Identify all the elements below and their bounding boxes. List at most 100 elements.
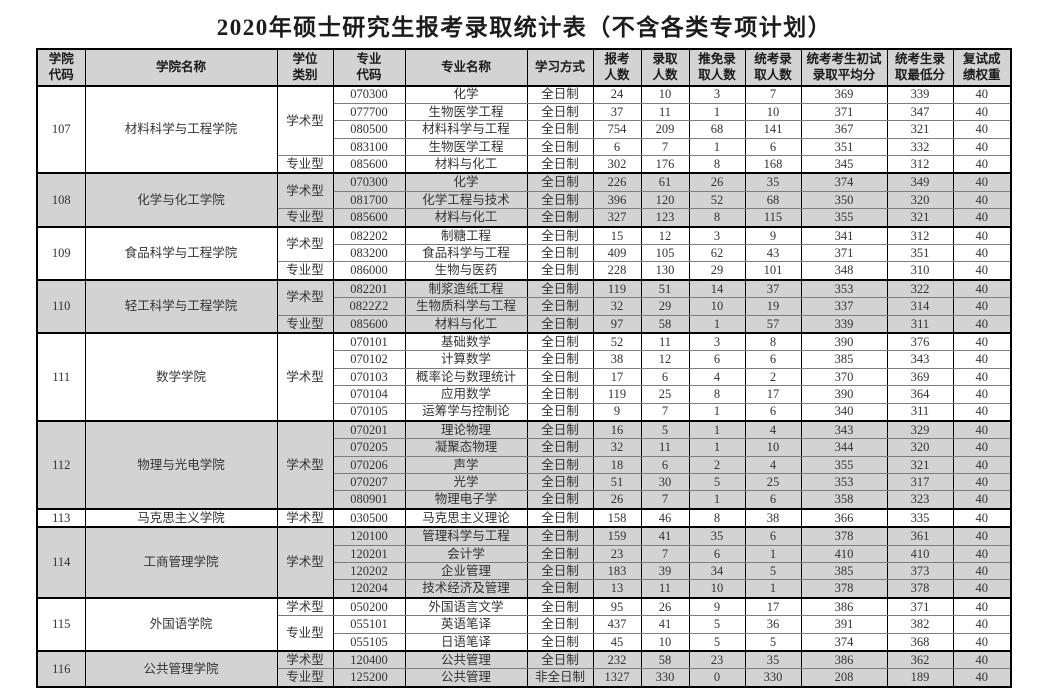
exempt-count: 4 (688, 367, 746, 387)
study-mode: 全日制 (526, 225, 594, 246)
avg-score: 353 (800, 278, 888, 299)
major-code: 082202 (332, 225, 406, 246)
applied-count: 159 (592, 526, 642, 546)
major-code: 080901 (332, 490, 406, 510)
major-name: 外国语言文学 (404, 596, 528, 617)
exempt-count: 62 (688, 244, 746, 263)
major-name: 化学 (404, 172, 528, 192)
exempt-count: 34 (688, 562, 746, 581)
admitted-count: 12 (640, 225, 690, 246)
major-code: 070207 (332, 473, 406, 492)
applied-count: 24 (592, 84, 642, 104)
min-score: 321 (886, 455, 954, 475)
major-code: 083200 (332, 244, 406, 263)
unified-count: 6 (744, 402, 802, 422)
exempt-count: 52 (688, 190, 746, 210)
college-code: 107 (36, 84, 86, 174)
study-mode: 全日制 (526, 278, 594, 299)
study-mode: 全日制 (526, 438, 594, 457)
applied-count: 13 (592, 579, 642, 599)
min-score: 320 (886, 438, 954, 457)
admitted-count: 11 (640, 579, 690, 599)
min-score: 311 (886, 314, 954, 334)
unified-count: 8 (744, 331, 802, 352)
avg-score: 350 (800, 190, 888, 210)
exempt-count: 1 (688, 490, 746, 510)
avg-score: 355 (800, 208, 888, 228)
admitted-count: 39 (640, 562, 690, 581)
retest-weight: 40 (952, 172, 1012, 192)
min-score: 320 (886, 190, 954, 210)
study-mode: 全日制 (526, 385, 594, 404)
applied-count: 232 (592, 650, 642, 670)
study-mode: 全日制 (526, 84, 594, 104)
col-header-10: 统考考生初试 录取平均分 (800, 48, 888, 87)
major-code: 120400 (332, 650, 406, 670)
min-score: 312 (886, 225, 954, 246)
unified-count: 25 (744, 473, 802, 492)
major-code: 085600 (332, 208, 406, 228)
retest-weight: 40 (952, 367, 1012, 387)
table-row: 120204 技术经济及管理 全日制 13 11 10 1 378 378 40 (37, 579, 1012, 599)
major-name: 概率论与数理统计 (404, 367, 528, 387)
retest-weight: 40 (952, 402, 1012, 422)
retest-weight: 40 (952, 526, 1012, 546)
exempt-count: 1 (688, 314, 746, 334)
admissions-table: 学院 代码 学院名称 学位 类别 专业 代码 专业名称 学习方式 报考 人数 录取 人数 推免录… (36, 48, 1012, 688)
college-name: 食品科学与工程学院 (84, 225, 278, 281)
table-row: 109 食品科学与工程学院 学术型 082202 制糖工程 全日制 15 12 3 9 341 312… (36, 225, 1012, 281)
study-mode: 全日制 (526, 455, 594, 475)
min-score: 332 (886, 137, 954, 157)
degree-type: 专业型 (276, 314, 334, 334)
avg-score: 339 (800, 314, 888, 334)
major-code: 120100 (332, 526, 406, 546)
major-name: 管理科学与工程 (404, 526, 528, 546)
applied-count: 302 (592, 155, 642, 174)
study-mode: 全日制 (526, 190, 594, 210)
exempt-count: 29 (688, 261, 746, 281)
col-header-9: 统考录 取人数 (744, 48, 802, 87)
major-name: 材料与化工 (404, 314, 528, 334)
min-score: 311 (886, 402, 954, 422)
table-row: 116 公共管理学院 学术型 120400 公共管理 全日制 232 58 23 35 386 362… (36, 650, 1012, 688)
avg-score: 348 (800, 261, 888, 281)
applied-count: 396 (592, 190, 642, 210)
col-header-11: 统考生录 取最低分 (886, 48, 954, 87)
retest-weight: 40 (952, 507, 1012, 528)
admitted-count: 30 (640, 473, 690, 492)
major-code: 085600 (332, 155, 406, 174)
applied-count: 9 (592, 402, 642, 422)
admitted-count: 12 (640, 350, 690, 369)
degree-type: 学术型 (276, 419, 334, 510)
study-mode: 全日制 (526, 402, 594, 422)
admitted-count: 330 (640, 668, 690, 688)
min-score: 339 (886, 84, 954, 104)
unified-count: 6 (744, 350, 802, 369)
avg-score: 378 (800, 526, 888, 546)
retest-weight: 40 (952, 278, 1012, 299)
major-name: 化学工程与技术 (404, 190, 528, 210)
unified-count: 10 (744, 102, 802, 122)
study-mode: 非全日制 (526, 668, 594, 688)
applied-count: 95 (592, 596, 642, 617)
major-name: 材料科学与工程 (404, 120, 528, 139)
table-row: 077700 生物医学工程 全日制 37 11 1 10 371 347 40 (37, 102, 1012, 122)
degree-type: 学术型 (276, 278, 334, 316)
major-code: 070206 (332, 455, 406, 475)
applied-count: 51 (592, 473, 642, 492)
college-name: 马克思主义学院 (84, 507, 278, 528)
college-name: 公共管理学院 (84, 650, 278, 688)
unified-count: 1 (744, 579, 802, 599)
admitted-count: 26 (640, 596, 690, 617)
retest-weight: 40 (952, 615, 1012, 634)
study-mode: 全日制 (526, 579, 594, 599)
major-code: 070101 (332, 331, 406, 352)
retest-weight: 40 (952, 225, 1012, 246)
avg-score: 374 (800, 172, 888, 192)
col-header-8: 推免录 取人数 (688, 48, 746, 87)
avg-score: 370 (800, 367, 888, 387)
study-mode: 全日制 (526, 596, 594, 617)
major-name: 会计学 (404, 544, 528, 564)
exempt-count: 3 (688, 331, 746, 352)
avg-score: 343 (800, 419, 888, 440)
